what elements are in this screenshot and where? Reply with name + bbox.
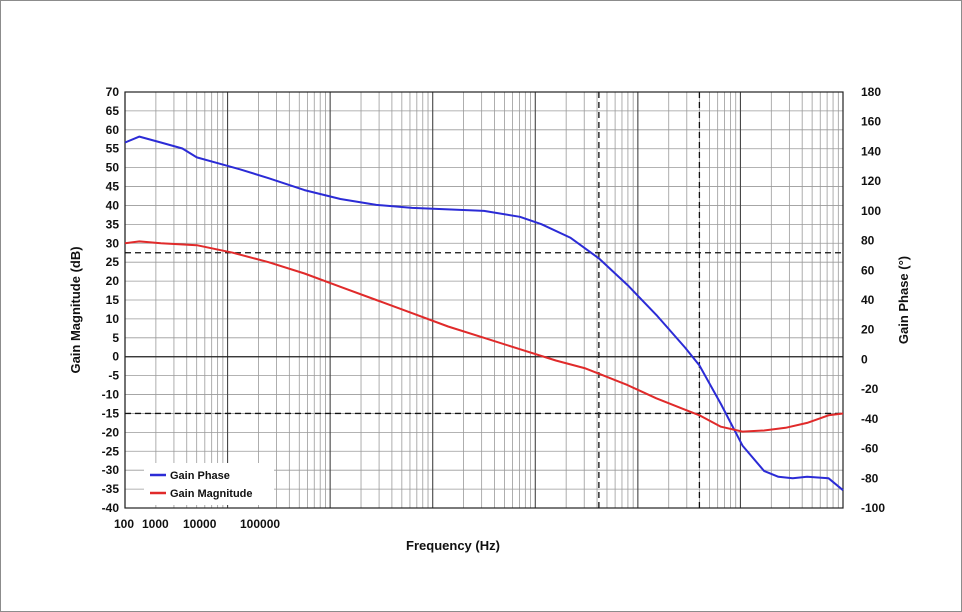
x-tick-label: 10000 bbox=[183, 517, 217, 531]
right-tick-label: -80 bbox=[861, 471, 879, 485]
left-tick-label: 15 bbox=[106, 293, 120, 307]
left-tick-label: -20 bbox=[102, 425, 120, 439]
legend-label-magnitude: Gain Magnitude bbox=[170, 488, 253, 500]
x-axis-title: Frequency (Hz) bbox=[406, 538, 500, 553]
plot-border bbox=[124, 91, 844, 509]
right-tick-label: -40 bbox=[861, 412, 879, 426]
left-axis-ticks: 7065605550454035302520151050-5-10-15-20-… bbox=[102, 85, 120, 515]
grid bbox=[124, 91, 844, 509]
x-axis-ticks: 100 1000 10000 100000 bbox=[114, 517, 280, 531]
right-tick-label: 20 bbox=[861, 323, 875, 337]
left-tick-label: 10 bbox=[106, 312, 120, 326]
right-tick-label: 100 bbox=[861, 204, 881, 218]
left-tick-label: 20 bbox=[106, 274, 120, 288]
right-tick-label: 160 bbox=[861, 115, 881, 129]
left-tick-label: -15 bbox=[102, 406, 120, 420]
right-tick-label: 120 bbox=[861, 174, 881, 188]
left-tick-label: -25 bbox=[102, 444, 120, 458]
right-tick-label: 0 bbox=[861, 352, 868, 366]
series-lines bbox=[124, 135, 844, 491]
left-tick-label: 60 bbox=[106, 123, 120, 137]
left-tick-label: 40 bbox=[106, 198, 120, 212]
legend: Gain Phase Gain Magnitude bbox=[144, 463, 274, 505]
right-tick-label: -60 bbox=[861, 442, 879, 456]
left-tick-label: -40 bbox=[102, 501, 120, 515]
left-tick-label: 35 bbox=[106, 217, 120, 231]
left-tick-label: -5 bbox=[108, 369, 119, 383]
right-tick-label: -100 bbox=[861, 501, 885, 515]
left-tick-label: 50 bbox=[106, 161, 120, 175]
x-tick-label: 100 bbox=[114, 517, 134, 531]
right-tick-label: 40 bbox=[861, 293, 875, 307]
left-tick-label: 25 bbox=[106, 255, 120, 269]
y-axis-title: Gain Magnitude (dB) bbox=[68, 246, 83, 373]
legend-background bbox=[144, 463, 274, 505]
right-tick-label: -20 bbox=[861, 382, 879, 396]
left-tick-label: -30 bbox=[102, 463, 120, 477]
right-tick-label: 80 bbox=[861, 234, 875, 248]
series-line-gain-phase bbox=[124, 135, 844, 491]
left-tick-label: 30 bbox=[106, 236, 120, 250]
series-line-gain-magnitude bbox=[124, 240, 844, 433]
left-tick-label: 65 bbox=[106, 104, 120, 118]
right-axis-ticks: 180 160 140 120 100 80 60 40 20 0 -20 -40 -60 -80 -100 bbox=[861, 85, 885, 515]
left-tick-label: -10 bbox=[102, 388, 120, 402]
x-tick-label: 100000 bbox=[240, 517, 280, 531]
legend-label-phase: Gain Phase bbox=[170, 470, 230, 482]
y2-axis-title: Gain Phase (°) bbox=[896, 256, 911, 344]
left-tick-label: 55 bbox=[106, 142, 120, 156]
left-tick-label: 0 bbox=[112, 350, 119, 364]
right-tick-label: 180 bbox=[861, 85, 881, 99]
right-tick-label: 140 bbox=[861, 144, 881, 158]
left-tick-label: -35 bbox=[102, 482, 120, 496]
right-tick-label: 60 bbox=[861, 263, 875, 277]
left-tick-label: 5 bbox=[112, 331, 119, 345]
x-tick-label: 1000 bbox=[142, 517, 169, 531]
left-tick-label: 70 bbox=[106, 85, 120, 99]
left-tick-label: 45 bbox=[106, 180, 120, 194]
